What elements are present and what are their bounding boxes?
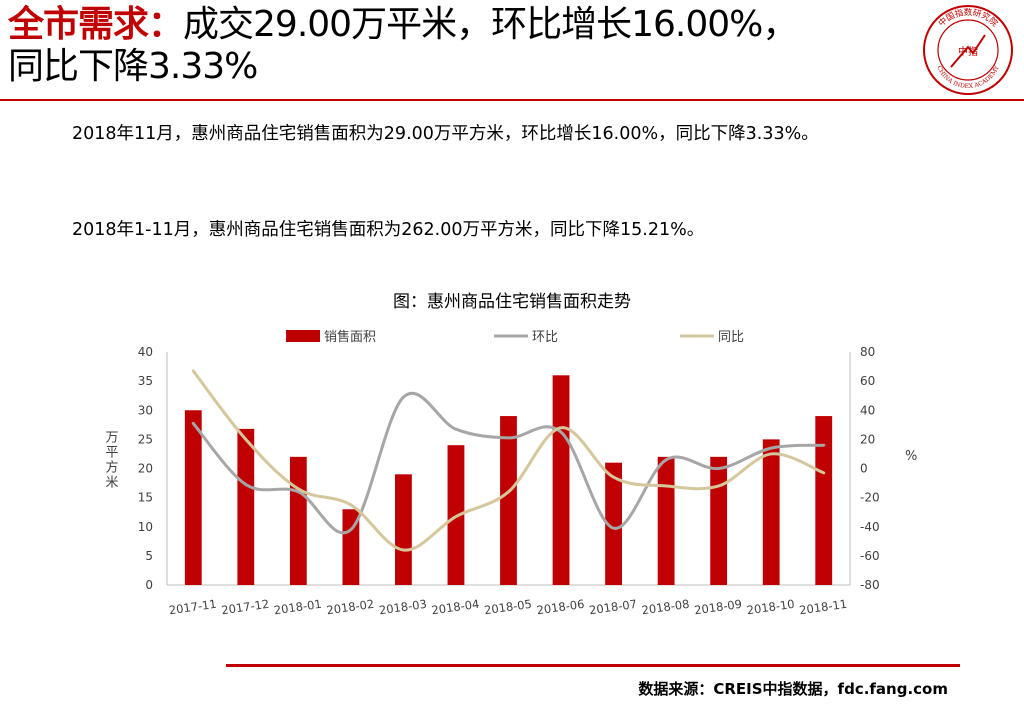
bar xyxy=(552,375,570,585)
y2-axis-label: % xyxy=(905,449,917,464)
y-tick-label: 15 xyxy=(138,491,153,505)
y2-tick-label: -20 xyxy=(860,491,880,505)
title-rest: 成交29.00万平米，环比增长16.00%， xyxy=(183,4,798,45)
x-tick-label: 2018-07 xyxy=(588,597,638,618)
footer-divider xyxy=(226,664,960,667)
bar xyxy=(395,474,412,585)
y2-tick-label: -60 xyxy=(860,549,880,563)
chart-title: 图：惠州商品住宅销售面积走势 xyxy=(393,292,631,312)
y-tick-label: 30 xyxy=(138,403,153,417)
line-series-1 xyxy=(191,391,826,535)
x-tick-label: 2018-09 xyxy=(693,597,743,618)
y-tick-label: 35 xyxy=(138,374,153,388)
y-tick-label: 0 xyxy=(145,578,153,592)
bar xyxy=(289,456,307,585)
y2-tick-label: 80 xyxy=(860,345,875,359)
svg-text:中国指数研究院: 中国指数研究院 xyxy=(936,7,1000,29)
title-lead: 全市需求： xyxy=(8,4,184,45)
legend-label: 环比 xyxy=(532,330,558,345)
y2-tick-label: -40 xyxy=(860,520,880,534)
logo-ring-bottom: CHINA INDEX ACADEMY xyxy=(935,64,1001,90)
bar xyxy=(237,428,255,585)
y2-tick-label: 0 xyxy=(860,462,868,476)
y2-tick-label: 40 xyxy=(860,403,875,417)
legend-label: 同比 xyxy=(718,330,744,345)
x-tick-label: 2018-05 xyxy=(483,597,533,618)
x-tick-label: 2018-06 xyxy=(536,597,586,618)
bar xyxy=(762,439,780,585)
bar xyxy=(500,416,517,585)
slide-title: 全市需求：成交29.00万平米，环比增长16.00%， 同比下降3.33% xyxy=(8,4,913,88)
x-tick-label: 2018-03 xyxy=(378,597,428,618)
y2-tick-label: 60 xyxy=(860,374,875,388)
bar xyxy=(815,416,833,585)
title-line-1: 全市需求：成交29.00万平米，环比增长16.00%， xyxy=(8,4,913,46)
bar xyxy=(605,462,622,585)
bar xyxy=(184,410,202,585)
y2-tick-label: 20 xyxy=(860,432,875,446)
x-tick-label: 2018-10 xyxy=(746,597,796,618)
y-tick-label: 40 xyxy=(138,345,153,359)
y2-tick-label: -80 xyxy=(860,578,880,592)
data-source: 数据来源：CREIS中指数据，fdc.fang.com xyxy=(638,680,948,698)
paragraph-1: 2018年11月，惠州商品住宅销售面积为29.00万平方米，环比增长16.00%… xyxy=(72,124,819,144)
logo-ring-top: 中国指数研究院 xyxy=(936,7,1000,29)
y-tick-label: 25 xyxy=(138,432,153,446)
title-line-2: 同比下降3.33% xyxy=(8,46,258,87)
sales-area-chart: 0 5 10 15 20 25 30 35 40 -80 -60 -40 -20 0 20 40 60 80 万平方… xyxy=(103,329,918,618)
line-series-2 xyxy=(191,369,826,552)
y-tick-label: 5 xyxy=(145,549,153,563)
bar xyxy=(657,456,675,585)
china-index-academy-seal-icon: 中国指数研究院 CHINA INDEX ACADEMY 中指 xyxy=(923,5,1013,95)
x-tick-label: 2017-12 xyxy=(220,597,270,618)
y-tick-label: 20 xyxy=(138,462,153,476)
y-axis-label: 万平方米 xyxy=(103,430,119,490)
paragraph-2: 2018年1-11月，惠州商品住宅销售面积为262.00万平方米，同比下降15.… xyxy=(72,220,705,240)
svg-text:CHINA INDEX ACADEMY: CHINA INDEX ACADEMY xyxy=(935,64,1001,90)
x-tick-label: 2018-11 xyxy=(798,597,848,618)
logo-center-text: 中指 xyxy=(958,45,978,58)
y-tick-label: 10 xyxy=(138,520,153,534)
title-divider xyxy=(0,99,1024,101)
legend-swatch xyxy=(286,330,320,342)
x-tick-label: 2018-02 xyxy=(326,597,376,618)
x-tick-label: 2018-08 xyxy=(641,597,691,618)
legend-label: 销售面积 xyxy=(324,329,376,345)
bar xyxy=(710,456,728,585)
x-tick-label: 2018-04 xyxy=(431,597,481,618)
x-tick-label: 2018-01 xyxy=(273,597,323,618)
bar xyxy=(342,509,360,585)
x-tick-label: 2017-11 xyxy=(168,597,218,618)
